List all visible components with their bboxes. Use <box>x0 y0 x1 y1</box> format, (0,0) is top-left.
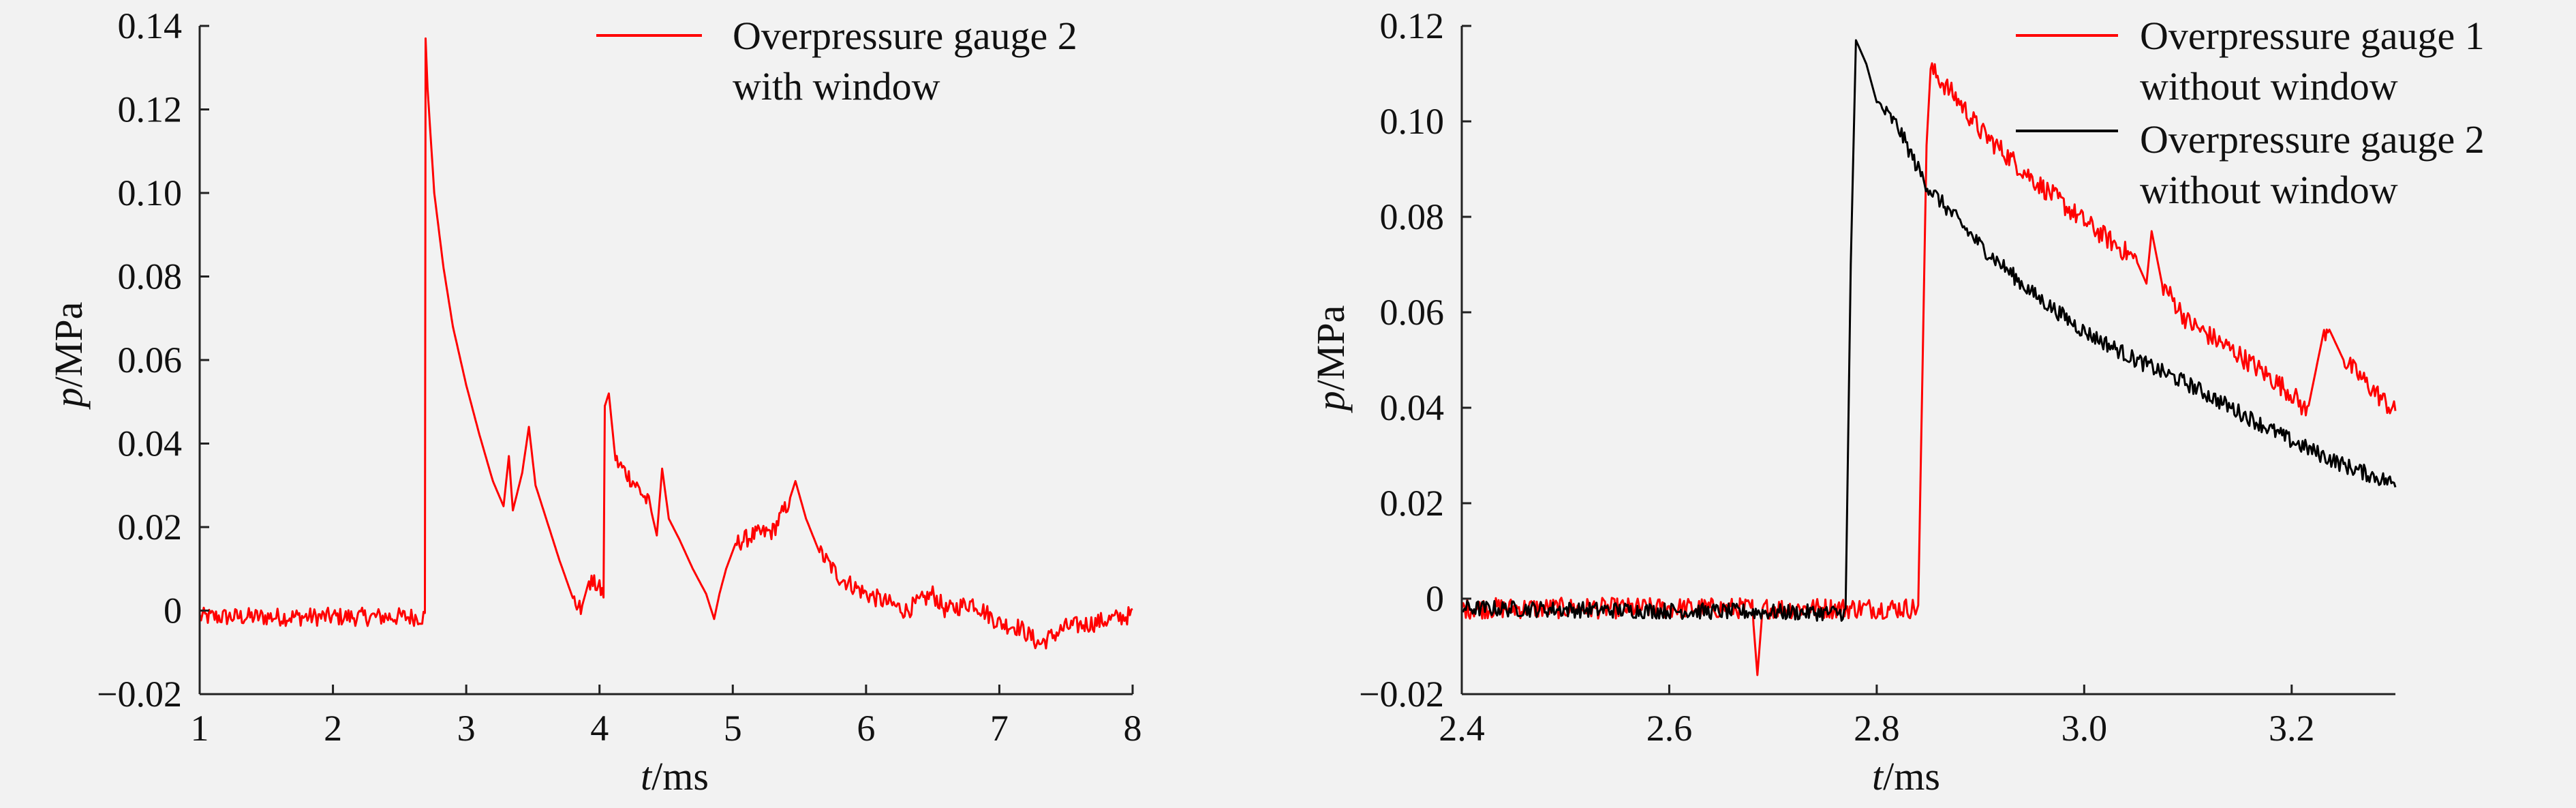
legend-line-2: without window <box>2140 64 2398 108</box>
y-axis-label-left: p/MPa <box>46 302 91 410</box>
x-axis-label-unit: /ms <box>1883 754 1940 798</box>
y-tick-label: 0.10 <box>1380 101 1445 142</box>
series-line-1 <box>198 37 1133 650</box>
x-tick-label: 4 <box>590 708 609 749</box>
x-axis-right: 2.4 2.6 2.8 3.0 3.2 <box>1439 685 2395 749</box>
y-tick-label: −0.02 <box>97 674 182 715</box>
y-tick-label: 0.06 <box>118 340 183 380</box>
legend-line-1: Overpressure gauge 2 <box>733 14 1077 58</box>
y-tick-label: 0.12 <box>1380 5 1445 46</box>
x-tick-label: 2 <box>324 708 342 749</box>
legend-entry-gauge-1-without-window: Overpressure gauge 1 without window <box>2140 14 2494 108</box>
x-tick-label: 1 <box>191 708 209 749</box>
y-axis-label-var: p <box>46 387 91 410</box>
y-tick-label: 0.08 <box>1380 196 1445 237</box>
x-axis-label-var: t <box>641 754 653 798</box>
legend-line-1: Overpressure gauge 2 <box>2140 117 2485 162</box>
x-tick-label: 6 <box>857 708 875 749</box>
x-tick-label: 7 <box>990 708 1009 749</box>
y-tick-label: 0 <box>1426 578 1444 619</box>
x-tick-label: 3.0 <box>2061 708 2108 749</box>
legend-entry-gauge-2-with-window: Overpressure gauge 2 with window <box>733 14 1087 108</box>
y-axis-left: −0.02 0 0.02 0.04 0.06 0.08 0.10 0.12 0.14 <box>97 5 209 715</box>
x-tick-label: 3.2 <box>2269 708 2315 749</box>
legend-entry-gauge-2-without-window: Overpressure gauge 2 without window <box>2140 117 2494 212</box>
y-axis-right: −0.02 0 0.02 0.04 0.06 0.08 0.10 0.12 <box>1359 5 1471 715</box>
y-axis-label-unit: /MPa <box>46 302 91 388</box>
x-tick-label: 5 <box>724 708 742 749</box>
y-tick-label: 0.02 <box>1380 483 1445 524</box>
y-tick-label: 0.14 <box>118 5 183 46</box>
x-axis-label-var: t <box>1872 754 1884 798</box>
x-axis-label-unit: /ms <box>651 754 709 798</box>
legend-left: Overpressure gauge 2 with window <box>596 14 1087 108</box>
legend-right: Overpressure gauge 1 without window Over… <box>2016 14 2494 212</box>
x-tick-label: 2.4 <box>1439 708 1485 749</box>
y-tick-label: 0.12 <box>118 89 183 130</box>
x-axis-label-left: t/ms <box>641 754 709 798</box>
y-tick-label: −0.02 <box>1359 674 1444 715</box>
plot-area-right <box>1460 39 2397 676</box>
x-tick-label: 8 <box>1124 708 1142 749</box>
plot-area-left <box>198 37 1133 650</box>
series-line-1 <box>1460 62 2397 676</box>
y-tick-label: 0 <box>164 590 182 631</box>
series-line-2 <box>1461 39 2397 622</box>
x-tick-label: 3 <box>457 708 476 749</box>
x-axis-left: 1 2 3 4 5 6 7 8 <box>191 685 1142 749</box>
legend-line-1: Overpressure gauge 1 <box>2140 14 2485 58</box>
chart-left: 1 2 3 4 5 6 7 8 −0.02 0 0.02 0.04 0.06 0.08 0.10 0.12 0… <box>46 5 1142 798</box>
chart-right: 2.4 2.6 2.8 3.0 3.2 −0.02 0 0.02 0.04 0.06 0.08 0.… <box>1308 5 2494 798</box>
x-tick-label: 2.6 <box>1646 708 1693 749</box>
legend-line-2: with window <box>733 64 940 108</box>
legend-line-2: without window <box>2140 168 2398 212</box>
y-tick-label: 0.10 <box>118 173 183 213</box>
y-tick-label: 0.06 <box>1380 292 1445 333</box>
y-tick-label: 0.02 <box>118 507 183 548</box>
y-tick-label: 0.04 <box>118 423 183 464</box>
x-tick-label: 2.8 <box>1854 708 1900 749</box>
x-axis-label-right: t/ms <box>1872 754 1940 798</box>
y-axis-label-unit: /MPa <box>1308 305 1353 391</box>
y-axis-label-right: p/MPa <box>1308 305 1353 414</box>
y-tick-label: 0.04 <box>1380 387 1445 428</box>
y-axis-label-var: p <box>1308 391 1353 413</box>
y-tick-label: 0.08 <box>118 256 183 297</box>
